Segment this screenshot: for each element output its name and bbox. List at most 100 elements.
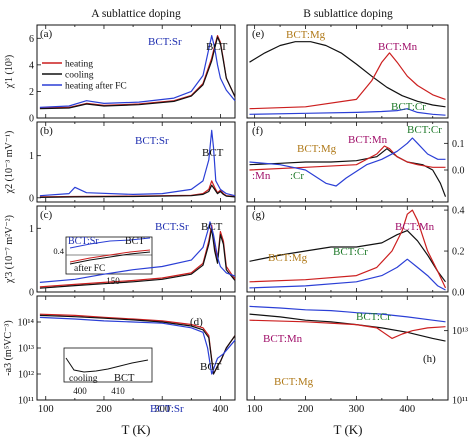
series-line-a-2	[39, 34, 236, 108]
inset-label-bct-d: BCT	[114, 373, 135, 384]
inset-line-c-0	[69, 249, 151, 263]
y-tick-label-h: 10¹³	[452, 326, 468, 337]
x-tick-label-right: 200	[298, 404, 314, 415]
y-tick-label-g: 0.0	[452, 288, 465, 299]
y-axis-label-c: χ'3 (10⁻⁷ m²V⁻²)	[4, 215, 15, 284]
series-line-g-0	[249, 230, 446, 283]
panel-letter-c: (c)	[40, 209, 53, 221]
x-tick-label-right: 300	[349, 404, 365, 415]
series-line-b-2	[39, 129, 236, 197]
panel-letter-f: (f)	[252, 125, 263, 137]
series-line-c-1	[39, 227, 236, 289]
y-tick-label-b: 0	[29, 193, 34, 204]
annotation-h-2: BCT:Mg	[274, 376, 314, 388]
x-tick-label-left: 100	[38, 404, 54, 415]
x-axis-label-right: T (K)	[333, 422, 362, 437]
series-line-e-2	[249, 108, 446, 116]
panel-frame-a	[36, 24, 236, 119]
inset-label-sr: BCT:Sr	[68, 236, 99, 247]
inset-xtick-d-0: 400	[73, 386, 87, 396]
panel-frame-c	[36, 205, 236, 293]
annotation-g-1: BCT:Cr	[333, 246, 368, 258]
x-tick-label-left: 200	[96, 404, 112, 415]
y-axis-label-d: -a3 (m⁵VC⁻³)	[3, 320, 14, 375]
inset-label-bct: BCT	[125, 236, 144, 247]
annotation-a-1: BCT	[206, 41, 228, 53]
panel-letter-b: (b)	[40, 125, 53, 137]
y-tick-label-c: 0	[29, 288, 34, 299]
x-tick-label-right: 100	[247, 404, 263, 415]
series-line-h-2	[249, 305, 446, 323]
annotation-f-4: :Cr	[290, 170, 304, 182]
panel-letter-h: (h)	[423, 353, 436, 365]
annotation-e-0: BCT:Mg	[286, 29, 326, 41]
annotation-c-0: BCT:Sr	[155, 221, 189, 233]
inset-line-c-2	[69, 237, 151, 249]
annotation-g-2: BCT:Mg	[268, 252, 308, 264]
series-line-g-1	[249, 209, 447, 289]
inset-line-d	[65, 357, 149, 373]
y-tick-label-b: 1	[29, 151, 34, 162]
series-line-a-1	[39, 36, 236, 110]
y-tick-label-a: 2	[29, 87, 34, 98]
series-line-f-1	[249, 145, 446, 171]
y-tick-label-f: 0.0	[452, 166, 465, 177]
series-line-h-1	[249, 319, 446, 339]
annotation-a-0: BCT:Sr	[148, 36, 182, 48]
inset-label-cooling: cooling	[69, 374, 98, 384]
annotation-e-2: BCT:Cr	[391, 101, 426, 113]
annotation-g-0: BCT:Mn	[395, 221, 435, 233]
y-tick-label-d: 10¹¹	[18, 396, 34, 407]
inset-xtick-c: 150	[106, 276, 120, 286]
y-tick-label-a: 4	[29, 60, 34, 71]
y-tick-label-d: 10¹³	[18, 344, 34, 355]
y-tick-label-d: 10¹⁴	[18, 318, 35, 329]
y-axis-label-a: χ'1 (10³)	[4, 55, 15, 89]
y-tick-label-h: 10¹¹	[452, 396, 468, 407]
inset-frame-d	[63, 347, 153, 383]
panel-letter-d: (d)	[190, 316, 203, 328]
y-tick-label-a: 6	[29, 34, 34, 45]
annotation-b-0: BCT:Sr	[135, 135, 169, 147]
annotation-f-3: :Mn	[252, 170, 271, 182]
annotation-f-0: BCT:Mg	[297, 143, 337, 155]
series-line-f-0	[249, 148, 447, 197]
annotation-d-0: BCT	[200, 361, 222, 373]
panel-frame-f	[246, 121, 449, 203]
panel-frame-g	[246, 205, 449, 293]
annotation-b-1: BCT	[202, 147, 224, 159]
series-line-e-0	[249, 41, 446, 108]
legend-label-1: cooling	[65, 71, 94, 81]
inset-line-c-1	[69, 251, 151, 265]
annotation-d-1: BCT:Sr	[150, 403, 184, 415]
col-title-b: B sublattice doping	[303, 8, 393, 20]
panel-letter-a: (a)	[40, 28, 53, 40]
annotation-h-1: BCT:Mn	[263, 333, 303, 345]
panel-frame-h	[246, 295, 449, 401]
inset-label-afterfc: after FC	[74, 263, 105, 274]
panel-letter-g: (g)	[252, 209, 265, 221]
y-tick-label-g: 0.4	[452, 206, 465, 217]
panel-letter-e: (e)	[252, 28, 265, 40]
x-tick-label-left: 400	[213, 404, 229, 415]
y-tick-label-f: 0.1	[452, 139, 465, 150]
panel-frame-e	[246, 24, 449, 119]
series-line-f-2	[249, 137, 446, 187]
annotation-f-1: BCT:Mn	[348, 134, 388, 146]
legend-label-2: heating after FC	[65, 81, 127, 92]
y-axis-label-b: χ2 (10⁻³ mV⁻¹)	[4, 131, 15, 195]
legend-label-0: heating	[65, 60, 93, 70]
annotation-e-1: BCT:Mn	[378, 41, 418, 53]
series-line-c-2	[39, 221, 236, 283]
x-tick-label-left: 300	[154, 404, 170, 415]
series-line-g-2	[249, 258, 446, 291]
series-line-b-1	[39, 184, 236, 198]
panel-frame-b	[36, 121, 236, 203]
y-tick-label-d: 10¹²	[18, 370, 34, 381]
x-axis-label-left: T (K)	[121, 422, 150, 437]
y-tick-label-c: 1	[29, 224, 34, 235]
series-line-e-1	[249, 52, 446, 110]
x-tick-label-right: 400	[399, 404, 415, 415]
annotation-h-0: BCT:Cr	[356, 311, 391, 323]
